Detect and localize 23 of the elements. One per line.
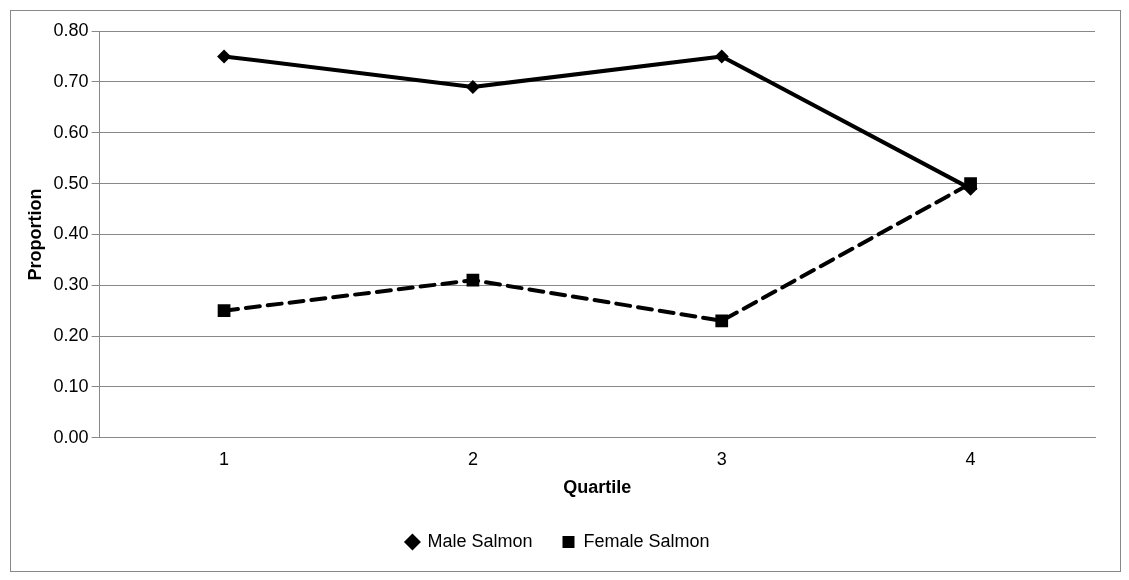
y-tick-label: 0.30: [53, 274, 89, 295]
x-axis-title: Quartile: [563, 477, 632, 498]
point: [466, 273, 480, 287]
y-tick-label: 0.80: [53, 19, 89, 40]
x-tick-label: 3: [716, 448, 727, 469]
point: [217, 49, 232, 64]
x-tick-label: 4: [965, 448, 976, 469]
y-tick-label: 0.50: [53, 172, 89, 193]
y-tick-label: 0.60: [53, 121, 89, 142]
x-tick-label: 1: [219, 448, 230, 469]
y-tick-label: 0.10: [53, 375, 89, 396]
point: [465, 79, 480, 94]
legend-label: Female Salmon: [583, 530, 710, 551]
legend-label: Male Salmon: [427, 530, 533, 551]
y-tick-label: 0.40: [53, 223, 89, 244]
y-tick-label: 0.70: [53, 70, 89, 91]
point: [217, 304, 231, 318]
x-tick-label: 2: [467, 448, 478, 469]
y-axis-title: Proportion: [24, 188, 45, 281]
y-tick-label: 0.20: [53, 325, 89, 346]
point: [715, 314, 729, 328]
y-tick-label: 0.00: [53, 426, 89, 447]
point: [714, 49, 729, 64]
